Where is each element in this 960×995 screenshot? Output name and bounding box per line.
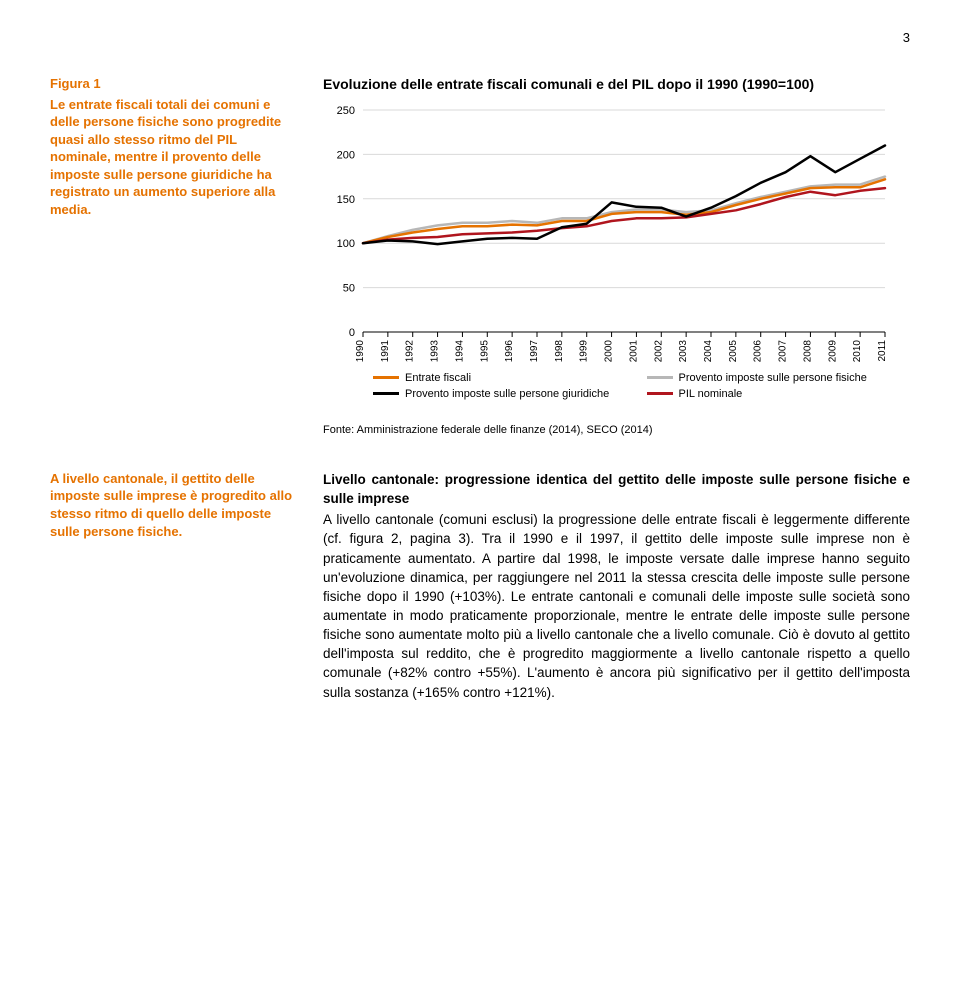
svg-text:150: 150 — [337, 194, 355, 206]
svg-text:1992: 1992 — [405, 339, 416, 361]
svg-text:50: 50 — [343, 282, 355, 294]
svg-text:0: 0 — [349, 327, 355, 339]
figure1-sidebar: Figura 1 Le entrate fiscali totali dei c… — [50, 75, 295, 400]
svg-text:2008: 2008 — [802, 339, 813, 361]
svg-text:2006: 2006 — [753, 339, 764, 361]
svg-text:1997: 1997 — [529, 339, 540, 361]
body-sidebar-text: A livello cantonale, il gettito delle im… — [50, 470, 295, 540]
legend-label: PIL nominale — [679, 388, 743, 400]
legend-item-entrate-fiscali: Entrate fiscali — [373, 372, 617, 384]
legend-swatch — [647, 376, 673, 379]
legend-swatch — [373, 376, 399, 379]
line-chart: 0 50 100 150 200 250 1990 1991 1992 1993 1994 1995 1… — [323, 102, 893, 362]
chart-title: Evoluzione delle entrate fiscali comunal… — [323, 75, 910, 94]
legend-item-persone-giuridiche: Provento imposte sulle persone giuridich… — [373, 388, 617, 400]
figure-row: Figura 1 Le entrate fiscali totali dei c… — [50, 75, 910, 400]
page: 3 Figura 1 Le entrate fiscali totali dei… — [0, 0, 960, 742]
legend-label: Entrate fiscali — [405, 372, 471, 384]
body-row: A livello cantonale, il gettito delle im… — [50, 470, 910, 702]
svg-text:200: 200 — [337, 149, 355, 161]
svg-text:2000: 2000 — [604, 339, 615, 361]
svg-text:2005: 2005 — [728, 339, 739, 361]
body-text: A livello cantonale (comuni esclusi) la … — [323, 510, 910, 702]
body-sidebar: A livello cantonale, il gettito delle im… — [50, 470, 295, 702]
svg-text:1996: 1996 — [504, 339, 515, 361]
svg-text:2003: 2003 — [678, 339, 689, 361]
chart-source: Fonte: Amministrazione federale delle fi… — [50, 424, 910, 436]
svg-text:1995: 1995 — [479, 339, 490, 361]
body-heading: Livello cantonale: progressione identica… — [323, 470, 910, 508]
legend-swatch — [373, 392, 399, 395]
svg-text:2007: 2007 — [778, 339, 789, 361]
svg-text:2009: 2009 — [827, 339, 838, 361]
svg-text:1998: 1998 — [554, 339, 565, 361]
svg-text:1993: 1993 — [430, 339, 441, 361]
svg-text:2011: 2011 — [877, 339, 888, 361]
svg-text:1994: 1994 — [454, 339, 465, 361]
svg-text:2010: 2010 — [852, 339, 863, 361]
chart-wrap: 0 50 100 150 200 250 1990 1991 1992 1993 1994 1995 1… — [323, 102, 910, 362]
legend-swatch — [647, 392, 673, 395]
figure1-caption: Le entrate fiscali totali dei comuni e d… — [50, 96, 295, 219]
svg-text:250: 250 — [337, 105, 355, 117]
svg-text:1999: 1999 — [579, 339, 590, 361]
chart-column: Evoluzione delle entrate fiscali comunal… — [323, 75, 910, 400]
legend-label: Provento imposte sulle persone fisiche — [679, 372, 867, 384]
svg-text:1991: 1991 — [380, 339, 391, 361]
svg-text:2004: 2004 — [703, 339, 714, 361]
page-number: 3 — [50, 30, 910, 45]
legend-item-pil-nominale: PIL nominale — [647, 388, 891, 400]
svg-text:1990: 1990 — [355, 339, 366, 361]
chart-legend: Entrate fiscali Provento imposte sulle p… — [323, 372, 910, 400]
svg-text:2002: 2002 — [653, 339, 664, 361]
legend-item-persone-fisiche: Provento imposte sulle persone fisiche — [647, 372, 891, 384]
svg-text:100: 100 — [337, 238, 355, 250]
svg-text:2001: 2001 — [628, 339, 639, 361]
legend-label: Provento imposte sulle persone giuridich… — [405, 388, 609, 400]
body-column: Livello cantonale: progressione identica… — [323, 470, 910, 702]
figure1-label: Figura 1 — [50, 75, 295, 93]
